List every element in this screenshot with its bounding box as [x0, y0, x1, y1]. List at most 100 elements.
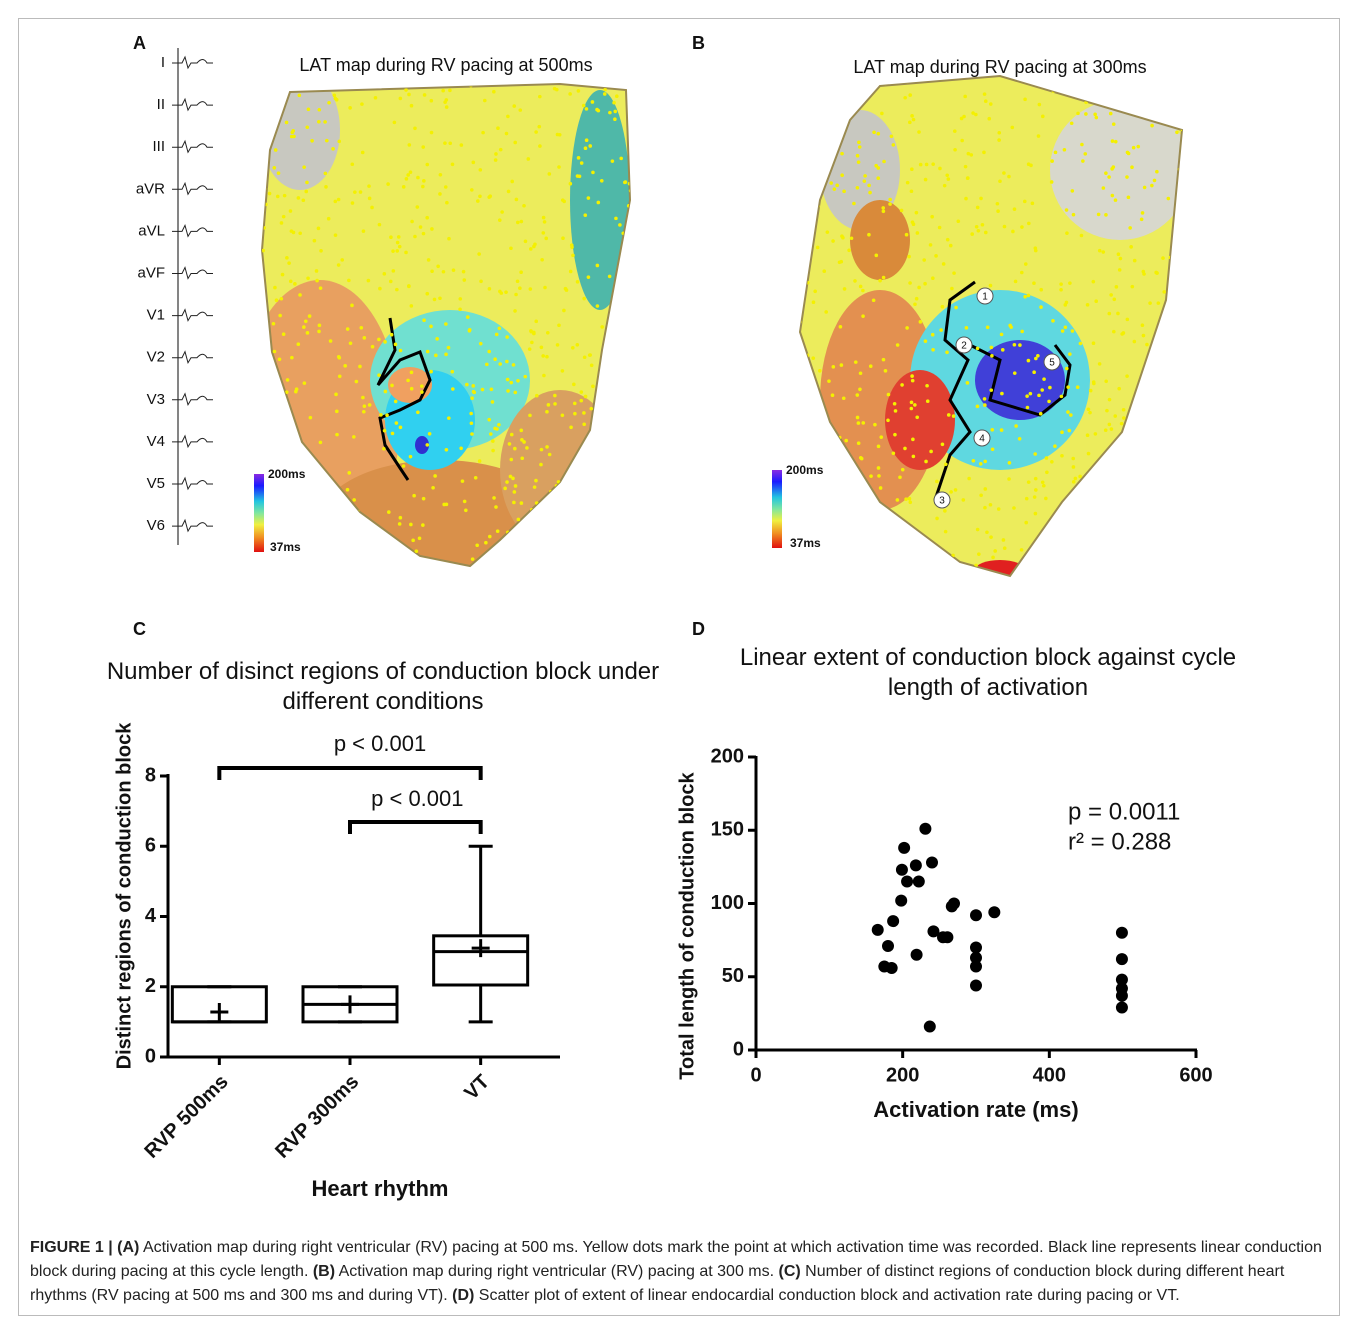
sample-dot	[909, 189, 914, 194]
sample-dot	[591, 170, 595, 175]
sample-dot	[416, 410, 420, 415]
sample-dot	[273, 285, 277, 290]
sample-dot	[1156, 331, 1160, 335]
sample-dot	[856, 421, 861, 425]
sample-dot	[607, 357, 611, 362]
sample-dot	[401, 464, 406, 468]
sample-dot	[965, 176, 970, 180]
sample-dot	[823, 86, 828, 91]
sample-dot	[348, 341, 353, 346]
sample-dot	[273, 487, 278, 492]
panel-label: D	[692, 619, 705, 639]
sample-dot	[498, 289, 502, 294]
sample-dot	[964, 196, 968, 201]
sample-dot	[1073, 476, 1078, 481]
sample-dot	[1175, 496, 1180, 501]
sample-dot	[1129, 433, 1134, 437]
sample-dot	[479, 279, 483, 284]
sample-dot	[977, 552, 981, 556]
sample-dot	[1141, 333, 1146, 338]
sample-dot	[465, 382, 469, 387]
sample-dot	[1137, 432, 1142, 437]
sample-dot	[904, 497, 908, 501]
sample-dot	[930, 332, 935, 337]
sample-dot	[309, 499, 314, 503]
sample-dot	[513, 484, 518, 488]
sample-dot	[592, 540, 596, 545]
sample-dot	[999, 332, 1004, 337]
sample-dot	[853, 279, 857, 283]
sample-dot	[425, 349, 430, 354]
sample-dot	[425, 162, 430, 167]
sample-dot	[888, 197, 892, 202]
sample-dot	[964, 326, 969, 330]
sample-dot	[891, 143, 896, 147]
sample-dot	[305, 331, 310, 335]
sample-dot	[1176, 241, 1180, 246]
sample-dot	[470, 432, 474, 436]
sample-dot	[559, 554, 563, 559]
sample-dot	[1032, 495, 1037, 499]
mean-marker	[210, 1003, 229, 1022]
sample-dot	[441, 269, 446, 274]
sample-dot	[265, 482, 270, 486]
sample-dot	[317, 119, 321, 124]
sample-dot	[1033, 452, 1038, 456]
point	[970, 941, 982, 954]
sample-dot	[952, 271, 956, 275]
sample-dot	[1128, 226, 1132, 230]
sample-dot	[395, 249, 400, 253]
marker-circle	[973, 429, 991, 447]
sample-dot	[529, 329, 533, 333]
sample-dot	[498, 147, 503, 152]
sample-dot	[417, 536, 422, 541]
sample-dot	[409, 370, 414, 375]
sample-dot	[576, 89, 581, 93]
sample-dot	[494, 505, 498, 509]
sample-dot	[889, 134, 894, 139]
sample-dot	[807, 504, 812, 508]
sample-dot	[398, 515, 403, 520]
sample-dot	[1104, 470, 1109, 474]
sample-dot	[1026, 293, 1031, 298]
sample-dot	[586, 499, 591, 504]
sample-dot	[951, 414, 956, 418]
sample-dot	[386, 182, 390, 186]
sample-dot	[493, 357, 497, 362]
sample-dot	[899, 208, 904, 213]
sample-dot	[382, 272, 387, 276]
sample-dot	[810, 377, 815, 382]
sample-dot	[493, 426, 497, 431]
sample-dot	[990, 354, 994, 358]
sample-dot	[908, 93, 913, 97]
sample-dot	[859, 87, 864, 92]
sample-dot	[1150, 183, 1154, 188]
sample-dot	[841, 396, 846, 401]
sample-dot	[582, 355, 587, 360]
sample-dot	[276, 171, 281, 175]
sample-dot	[432, 297, 437, 302]
sample-dot	[470, 557, 475, 561]
ecg-trace	[172, 55, 213, 70]
sample-dot	[430, 269, 434, 274]
sample-dot	[1117, 268, 1122, 272]
sample-dot	[284, 390, 289, 394]
sample-dot	[822, 424, 826, 429]
sample-dot	[909, 400, 914, 405]
sample-dot	[893, 409, 898, 413]
sample-dot	[1059, 282, 1063, 286]
sample-dot	[1173, 518, 1177, 522]
sample-dot	[1129, 245, 1133, 249]
point	[1115, 989, 1128, 1002]
sample-dot	[943, 529, 948, 534]
sample-dot	[975, 404, 980, 409]
sample-dot	[430, 560, 434, 564]
sample-dot	[513, 446, 517, 451]
sample-dot	[575, 280, 580, 284]
sample-dot	[407, 92, 411, 97]
point	[970, 979, 982, 992]
color-scale	[254, 474, 264, 552]
sample-dot	[856, 160, 861, 164]
sample-dot	[868, 504, 873, 509]
